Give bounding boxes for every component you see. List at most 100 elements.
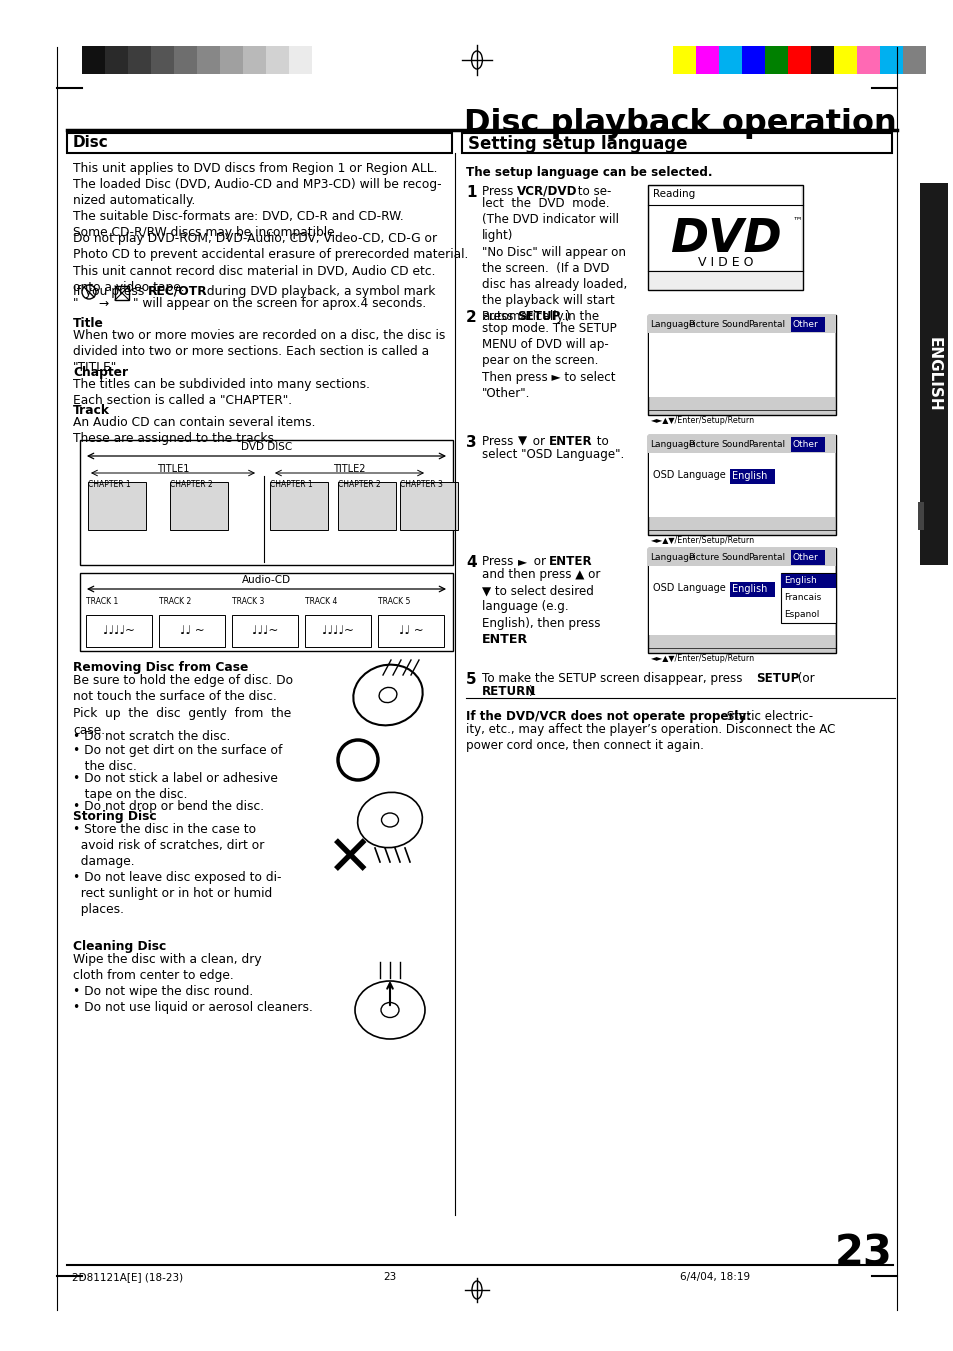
Bar: [719, 46, 741, 74]
Text: ENTER: ENTER: [548, 435, 592, 449]
Text: 23: 23: [834, 1232, 892, 1274]
Text: REC/OTR: REC/OTR: [148, 285, 208, 299]
Text: or: or: [529, 435, 548, 449]
Text: Storing Disc: Storing Disc: [73, 811, 156, 823]
Text: The setup language can be selected.: The setup language can be selected.: [465, 166, 712, 178]
Text: select "OSD Language".: select "OSD Language".: [481, 449, 623, 461]
Text: • Store the disc in the case to
  avoid risk of scratches, dirt or
  damage.
• D: • Store the disc in the case to avoid ri…: [73, 823, 281, 916]
Bar: [266, 46, 289, 74]
Text: This unit cannot record disc material in DVD, Audio CD etc.
onto a video tape.: This unit cannot record disc material in…: [73, 265, 435, 295]
Text: to se-: to se-: [574, 185, 611, 199]
Bar: [647, 315, 835, 332]
Bar: [220, 46, 243, 74]
Text: ◄►▲▼/Enter/Setup/Return: ◄►▲▼/Enter/Setup/Return: [650, 536, 755, 544]
Text: 23: 23: [383, 1273, 396, 1282]
Text: 4: 4: [465, 555, 476, 570]
Text: ♩♩♩♩~: ♩♩♩♩~: [103, 624, 134, 638]
Text: in the: in the: [560, 309, 598, 323]
Text: Sound: Sound: [720, 320, 749, 330]
Text: Language: Language: [649, 553, 694, 562]
Text: Disc playback operation: Disc playback operation: [464, 108, 896, 139]
Text: An Audio CD can contain several items.
These are assigned to the tracks.: An Audio CD can contain several items. T…: [73, 416, 315, 444]
Bar: [196, 46, 220, 74]
Bar: [305, 615, 371, 647]
Bar: [170, 482, 228, 530]
Text: Static electric-: Static electric-: [722, 711, 812, 723]
Bar: [764, 46, 787, 74]
Text: Parental: Parental: [747, 320, 784, 330]
Text: ENTER: ENTER: [481, 634, 528, 646]
Text: ◄►▲▼/Enter/Setup/Return: ◄►▲▼/Enter/Setup/Return: [650, 654, 755, 663]
Text: V I D E O: V I D E O: [697, 257, 753, 269]
Text: 2D81121A[E] (18-23): 2D81121A[E] (18-23): [71, 1273, 183, 1282]
Bar: [741, 46, 764, 74]
Bar: [648, 436, 834, 517]
Bar: [790, 317, 824, 332]
Text: Language: Language: [649, 440, 694, 449]
Text: Press: Press: [481, 309, 517, 323]
Bar: [781, 574, 835, 588]
Bar: [729, 469, 774, 484]
Text: ◄►▲▼/Enter/Setup/Return: ◄►▲▼/Enter/Setup/Return: [650, 416, 755, 426]
Bar: [173, 46, 196, 74]
Text: TRACK 2: TRACK 2: [159, 597, 191, 607]
Text: TITLE2: TITLE2: [333, 463, 365, 474]
Text: Disc: Disc: [73, 135, 109, 150]
Text: during DVD playback, a symbol mark: during DVD playback, a symbol mark: [203, 285, 435, 299]
Bar: [856, 46, 879, 74]
Text: Setting setup language: Setting setup language: [468, 135, 687, 153]
Bar: [648, 317, 834, 397]
Text: Track: Track: [73, 404, 110, 417]
Text: Other: Other: [792, 440, 818, 449]
Bar: [82, 46, 105, 74]
Bar: [270, 482, 328, 530]
Text: CHAPTER 1: CHAPTER 1: [270, 480, 313, 489]
Text: DVD: DVD: [669, 218, 781, 262]
Text: Do not play DVD-ROM, DVD-Audio, CDV, Video-CD, CD-G or
Photo CD to prevent accid: Do not play DVD-ROM, DVD-Audio, CDV, Vid…: [73, 232, 468, 261]
Text: When two or more movies are recorded on a disc, the disc is
divided into two or : When two or more movies are recorded on …: [73, 330, 445, 374]
Bar: [232, 615, 297, 647]
Text: If you press: If you press: [73, 285, 148, 299]
Bar: [312, 46, 335, 74]
Text: ♩♩♩~: ♩♩♩~: [252, 624, 278, 638]
Bar: [879, 46, 902, 74]
Text: Press: Press: [481, 185, 517, 199]
Text: The titles can be subdivided into many sections.
Each section is called a "CHAPT: The titles can be subdivided into many s…: [73, 378, 370, 407]
Text: Other: Other: [792, 320, 818, 330]
Text: Sound: Sound: [720, 440, 749, 449]
Bar: [128, 46, 151, 74]
Bar: [902, 46, 925, 74]
Bar: [647, 315, 835, 415]
Bar: [115, 286, 129, 300]
Text: Parental: Parental: [747, 440, 784, 449]
Text: ♩♩ ~: ♩♩ ~: [179, 624, 204, 638]
Text: • Do not drop or bend the disc.: • Do not drop or bend the disc.: [73, 800, 264, 813]
Text: • Do not scratch the disc.: • Do not scratch the disc.: [73, 730, 230, 743]
Text: This unit applies to DVD discs from Region 1 or Region ALL.
The loaded Disc (DVD: This unit applies to DVD discs from Regi…: [73, 162, 441, 239]
Bar: [917, 503, 923, 530]
Bar: [729, 582, 774, 597]
Bar: [647, 185, 802, 290]
Bar: [790, 436, 824, 453]
Text: ity, etc., may affect the player’s operation. Disconnect the AC
power cord once,: ity, etc., may affect the player’s opera…: [465, 723, 835, 753]
Text: Title: Title: [73, 317, 104, 330]
Text: CHAPTER 1: CHAPTER 1: [88, 480, 131, 489]
Text: • Do not stick a label or adhesive
   tape on the disc.: • Do not stick a label or adhesive tape …: [73, 771, 277, 801]
Text: OSD Language: OSD Language: [652, 584, 725, 593]
Text: Other: Other: [792, 553, 818, 562]
Text: ": ": [73, 297, 78, 309]
Text: Press: Press: [481, 435, 517, 449]
Text: Language: Language: [649, 320, 694, 330]
Text: English: English: [783, 576, 816, 585]
Text: →: →: [98, 297, 108, 309]
Text: • Do not get dirt on the surface of
   the disc.: • Do not get dirt on the surface of the …: [73, 744, 282, 773]
Text: 2: 2: [465, 309, 476, 326]
Text: 3: 3: [465, 435, 476, 450]
Text: Chapter: Chapter: [73, 366, 128, 380]
Text: Audio-CD: Audio-CD: [242, 576, 291, 585]
Bar: [647, 549, 835, 653]
Text: CHAPTER 2: CHAPTER 2: [170, 480, 213, 489]
Text: ♩♩♩♩~: ♩♩♩♩~: [322, 624, 354, 638]
Bar: [787, 46, 810, 74]
Text: 6/4/04, 18:19: 6/4/04, 18:19: [679, 1273, 749, 1282]
